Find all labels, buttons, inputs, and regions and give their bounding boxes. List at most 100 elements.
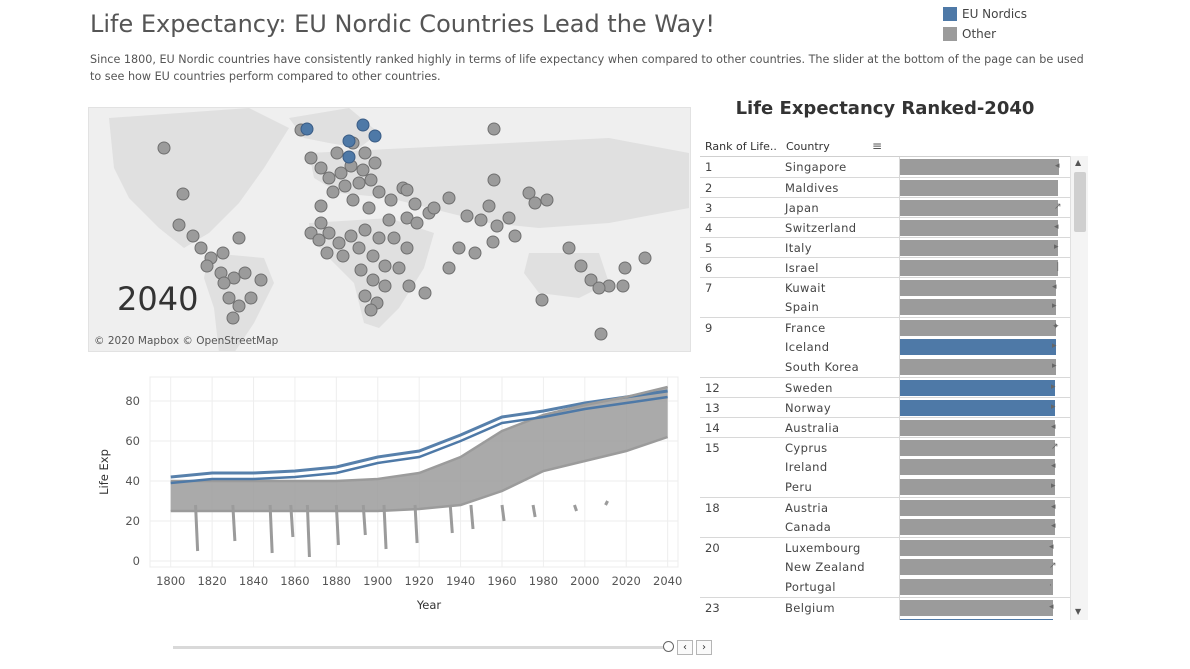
country-name: Peru: [785, 480, 813, 494]
world-map[interactable]: 2040 © 2020 Mapbox © OpenStreetMap: [88, 107, 691, 352]
life-expectancy-bar[interactable]: [900, 479, 1055, 495]
scroll-up-icon[interactable]: ▲: [1075, 158, 1082, 167]
rank-value: 4: [705, 221, 713, 235]
life-expectancy-bar[interactable]: [900, 280, 1056, 296]
ranking-row[interactable]: Peru ▸: [700, 477, 1070, 497]
country-flag-icon: ◂: [1049, 602, 1054, 612]
scroll-down-icon[interactable]: ▼: [1075, 607, 1082, 616]
ranking-row[interactable]: 15 Cyprus ↗: [700, 437, 1070, 458]
bar-cell: [899, 557, 1070, 577]
life-expectancy-bar[interactable]: [900, 500, 1055, 516]
scroll-thumb[interactable]: [1074, 172, 1086, 232]
bar-cell: [899, 538, 1070, 558]
legend-item-nordics[interactable]: EU Nordics: [943, 4, 1027, 24]
life-expectancy-bar[interactable]: [900, 220, 1058, 236]
ranking-row[interactable]: [700, 617, 1070, 620]
ranking-row[interactable]: 9 France ✦: [700, 317, 1070, 338]
ranking-row[interactable]: 14 Australia ◂: [700, 417, 1070, 438]
country-flag-icon: ▸: [1051, 382, 1056, 392]
country-column-header[interactable]: Country: [786, 140, 830, 153]
other-series-spike: [500, 504, 506, 522]
bar-cell: [899, 378, 1070, 398]
life-expectancy-bar[interactable]: [900, 400, 1055, 416]
bar-cell: [899, 218, 1070, 238]
country-flag-icon: ▸: [1051, 402, 1056, 412]
y-tick-label: 80: [125, 394, 140, 408]
life-expectancy-bar[interactable]: [900, 359, 1056, 375]
country-name: Japan: [785, 201, 820, 215]
ranking-row[interactable]: 20 Luxembourg ◂: [700, 537, 1070, 558]
life-expectancy-bar[interactable]: [900, 540, 1053, 556]
ranking-row[interactable]: 7 Kuwait ◂: [700, 277, 1070, 298]
x-tick-label: 1980: [529, 574, 558, 588]
country-flag-icon: ▸: [1054, 242, 1059, 252]
x-tick-label: 1800: [156, 574, 185, 588]
ranking-row[interactable]: New Zealand ↗: [700, 557, 1070, 577]
ranking-row[interactable]: 1 Singapore ◂: [700, 157, 1070, 177]
life-expectancy-bar[interactable]: [900, 180, 1058, 196]
country-flag-icon: ▸: [1052, 341, 1057, 351]
life-expectancy-bar[interactable]: [900, 299, 1056, 315]
slider-prev-button[interactable]: ‹: [677, 640, 693, 655]
other-series-spike: [361, 504, 367, 536]
country-flag-icon: ▸: [1052, 301, 1057, 311]
country-flag-icon: ↗: [1054, 202, 1062, 212]
country-name: Luxembourg: [785, 541, 861, 555]
bar-cell: [899, 157, 1070, 177]
map-attribution[interactable]: © 2020 Mapbox © OpenStreetMap: [94, 335, 279, 347]
life-expectancy-bar[interactable]: [900, 559, 1053, 575]
life-expectancy-bar[interactable]: [900, 579, 1053, 595]
ranking-row[interactable]: Iceland ▸: [700, 337, 1070, 357]
life-expectancy-bar[interactable]: [900, 619, 1053, 620]
life-expectancy-bar[interactable]: [900, 339, 1056, 355]
slider-next-button[interactable]: ›: [696, 640, 712, 655]
ranking-row[interactable]: 2 Maldives: [700, 177, 1070, 198]
country-name: Belgium: [785, 601, 835, 615]
ranking-row[interactable]: 6 Israel ❘: [700, 257, 1070, 278]
x-tick-label: 1880: [322, 574, 351, 588]
life-expectancy-bar[interactable]: [900, 240, 1058, 256]
country-flag-icon: ▸: [1052, 361, 1057, 371]
ranking-row[interactable]: Ireland ◂: [700, 457, 1070, 477]
bar-cell: [899, 438, 1070, 458]
ranking-row[interactable]: 18 Austria ◂: [700, 497, 1070, 518]
life-expectancy-bar[interactable]: [900, 420, 1055, 436]
ranking-row[interactable]: 3 Japan ↗: [700, 197, 1070, 218]
y-tick-label: 0: [133, 554, 140, 568]
map-dots[interactable]: [157, 118, 652, 341]
year-slider-track[interactable]: [173, 646, 667, 649]
ranking-row[interactable]: Portugal ·: [700, 577, 1070, 597]
life-expectancy-bar[interactable]: [900, 380, 1055, 396]
ranking-scrollbar[interactable]: ▲ ▼: [1070, 156, 1088, 620]
legend-item-other[interactable]: Other: [943, 24, 1027, 44]
ranking-row[interactable]: 5 Italy ▸: [700, 237, 1070, 258]
ranking-row[interactable]: 13 Norway ▸: [700, 397, 1070, 418]
country-flag-icon: ◂: [1051, 521, 1056, 531]
ranking-row[interactable]: Spain ▸: [700, 297, 1070, 317]
series-line-1: [170, 385, 668, 483]
ranking-row[interactable]: 23 Belgium ◂: [700, 597, 1070, 618]
other-series-spike: [305, 504, 311, 558]
ranking-row[interactable]: 4 Switzerland ◂: [700, 217, 1070, 238]
bar-cell: [899, 457, 1070, 477]
x-tick-label: 1840: [239, 574, 268, 588]
sort-icon[interactable]: ≡: [872, 139, 883, 153]
ranking-row[interactable]: 12 Sweden ▸: [700, 377, 1070, 398]
life-expectancy-bar[interactable]: [900, 459, 1055, 475]
rank-column-header[interactable]: Rank of Life..: [705, 140, 777, 153]
life-expectancy-bar[interactable]: [900, 159, 1059, 175]
life-expectancy-bar[interactable]: [900, 600, 1053, 616]
x-tick-label: 1960: [487, 574, 516, 588]
ranking-row[interactable]: South Korea ▸: [700, 357, 1070, 377]
life-expectancy-line-chart[interactable]: 1800 1820 1840 1860 1880 1900 1920 1940 1960 1980…: [88, 372, 688, 622]
ranking-row[interactable]: Canada ◂: [700, 517, 1070, 537]
life-expectancy-bar[interactable]: [900, 200, 1058, 216]
country-name: Sweden: [785, 381, 833, 395]
life-expectancy-bar[interactable]: [900, 320, 1056, 336]
bar-cell: [899, 357, 1070, 377]
life-expectancy-bar[interactable]: [900, 260, 1058, 276]
life-expectancy-bar[interactable]: [900, 519, 1055, 535]
life-expectancy-bar[interactable]: [900, 440, 1055, 456]
map-canvas: [109, 108, 689, 351]
year-slider-handle[interactable]: [663, 641, 674, 652]
